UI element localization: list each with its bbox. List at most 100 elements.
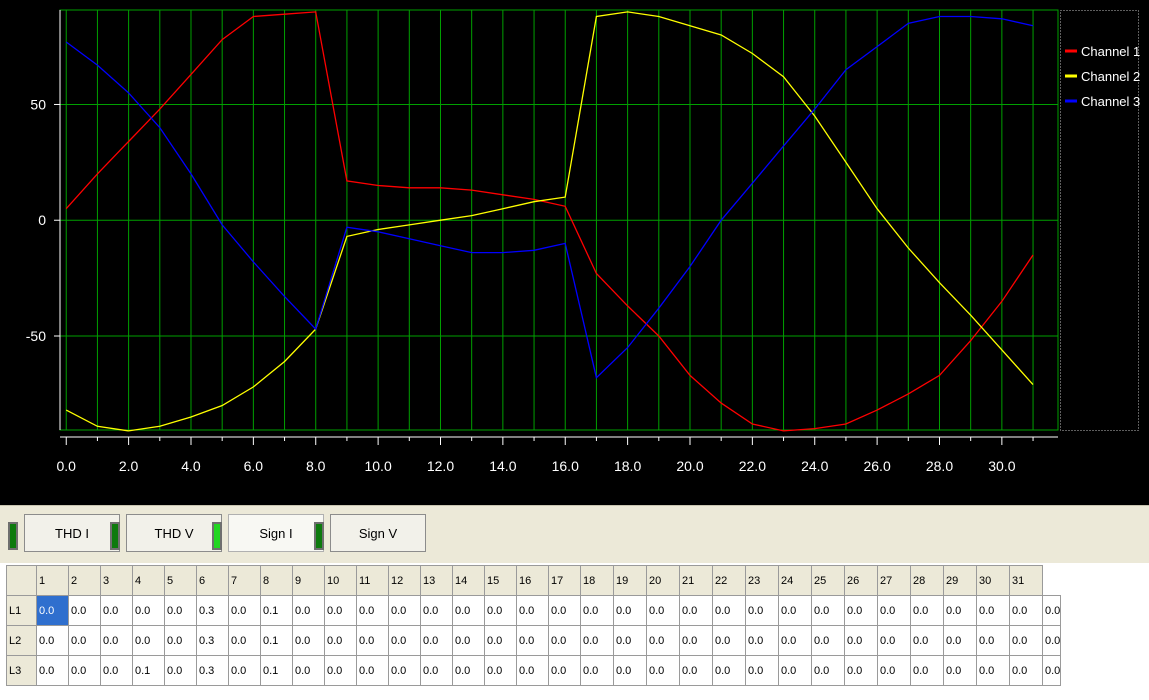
table-cell[interactable]: 0.0 <box>420 655 453 686</box>
table-cell[interactable]: 0.1 <box>260 595 293 626</box>
table-cell[interactable]: 0.0 <box>613 595 647 626</box>
table-cell[interactable]: 0.0 <box>1009 595 1043 626</box>
table-cell[interactable]: 0.0 <box>228 655 261 686</box>
table-cell[interactable]: 0.0 <box>613 625 647 656</box>
table-cell[interactable]: 0.0 <box>452 595 485 626</box>
table-cell[interactable]: 0.0 <box>976 595 1010 626</box>
table-cell[interactable]: 0.0 <box>811 625 845 656</box>
table-cell[interactable]: 0.0 <box>420 595 453 626</box>
table-cell[interactable]: 0.0 <box>877 595 911 626</box>
table-cell[interactable]: 0.0 <box>356 595 389 626</box>
table-cell[interactable]: 0.0 <box>484 595 517 626</box>
table-cell[interactable]: 0.0 <box>516 655 549 686</box>
table-cell[interactable]: 0.0 <box>164 625 197 656</box>
table-cell[interactable]: 0.0 <box>943 625 977 656</box>
table-cell[interactable]: 0.0 <box>613 655 647 686</box>
table-cell[interactable]: 0.0 <box>36 595 69 626</box>
table-cell[interactable]: 0.0 <box>388 595 421 626</box>
table-cell[interactable]: 0.1 <box>260 655 293 686</box>
table-cell[interactable]: 0.0 <box>1009 655 1043 686</box>
table-cell[interactable]: 0.0 <box>420 625 453 656</box>
table-cell[interactable]: 0.0 <box>100 595 133 626</box>
table-cell[interactable]: 0.0 <box>910 595 944 626</box>
table-cell[interactable]: 0.0 <box>228 625 261 656</box>
table-cell[interactable]: 0.0 <box>646 625 680 656</box>
table-cell[interactable]: 0.0 <box>36 655 69 686</box>
table-cell[interactable]: 0.0 <box>910 625 944 656</box>
table-cell[interactable]: 0.0 <box>745 595 779 626</box>
table-cell[interactable]: 0.0 <box>356 625 389 656</box>
table-cell[interactable]: 0.0 <box>388 625 421 656</box>
table-cell[interactable]: 0.0 <box>679 595 713 626</box>
table-cell[interactable]: 0.0 <box>745 625 779 656</box>
table-cell[interactable]: 0.0 <box>778 625 812 656</box>
table-cell[interactable]: 0.0 <box>324 595 357 626</box>
table-cell[interactable]: 0.0 <box>292 625 325 656</box>
table-cell[interactable]: 0.1 <box>132 655 165 686</box>
table-cell[interactable]: 0.3 <box>196 655 229 686</box>
table-cell[interactable]: 0.0 <box>943 595 977 626</box>
sign-v-button[interactable]: Sign V <box>330 514 426 552</box>
table-cell[interactable]: 0.0 <box>1009 625 1043 656</box>
table-cell[interactable]: 0.0 <box>679 625 713 656</box>
table-cell[interactable]: 0.0 <box>484 625 517 656</box>
table-cell[interactable]: 0.0 <box>324 655 357 686</box>
table-cell[interactable]: 0.0 <box>100 625 133 656</box>
table-cell[interactable]: 0.0 <box>292 595 325 626</box>
table-cell[interactable]: 0.0 <box>228 595 261 626</box>
table-cell[interactable]: 0.0 <box>356 655 389 686</box>
table-cell[interactable]: 0.0 <box>292 655 325 686</box>
table-cell[interactable]: 0.0 <box>844 595 878 626</box>
table-cell[interactable]: 0.0 <box>844 625 878 656</box>
table-cell[interactable]: 0.0 <box>548 595 581 626</box>
table-cell[interactable]: 0.0 <box>100 655 133 686</box>
table-cell[interactable]: 0.0 <box>778 595 812 626</box>
table-cell[interactable]: 0.3 <box>196 625 229 656</box>
thd-i-button[interactable]: THD I <box>24 514 120 552</box>
table-cell[interactable]: 0.0 <box>745 655 779 686</box>
table-cell[interactable]: 0.0 <box>324 625 357 656</box>
table-cell[interactable]: 0.0 <box>68 655 101 686</box>
table-cell[interactable]: 0.0 <box>1041 595 1062 626</box>
table-cell[interactable]: 0.0 <box>36 625 69 656</box>
table-cell[interactable]: 0.0 <box>943 655 977 686</box>
table-cell[interactable]: 0.0 <box>388 655 421 686</box>
table-cell[interactable]: 0.0 <box>164 595 197 626</box>
table-cell[interactable]: 0.0 <box>910 655 944 686</box>
table-cell[interactable]: 0.1 <box>260 625 293 656</box>
table-cell[interactable]: 0.0 <box>580 595 614 626</box>
table-cell[interactable]: 0.0 <box>548 655 581 686</box>
table-cell[interactable]: 0.0 <box>712 595 746 626</box>
thd-v-button[interactable]: THD V <box>126 514 222 552</box>
table-cell[interactable]: 0.3 <box>196 595 229 626</box>
table-cell[interactable]: 0.0 <box>484 655 517 686</box>
table-cell[interactable]: 0.0 <box>646 595 680 626</box>
table-cell[interactable]: 0.0 <box>132 595 165 626</box>
table-cell[interactable]: 0.0 <box>646 655 680 686</box>
table-cell[interactable]: 0.0 <box>516 625 549 656</box>
table-cell[interactable]: 0.0 <box>580 625 614 656</box>
table-cell[interactable]: 0.0 <box>516 595 549 626</box>
table-cell[interactable]: 0.0 <box>548 625 581 656</box>
sign-i-button[interactable]: Sign I <box>228 514 324 552</box>
table-cell[interactable]: 0.0 <box>580 655 614 686</box>
table-cell[interactable]: 0.0 <box>712 655 746 686</box>
table-cell[interactable]: 0.0 <box>1041 655 1062 686</box>
table-cell[interactable]: 0.0 <box>976 655 1010 686</box>
table-cell[interactable]: 0.0 <box>68 595 101 626</box>
table-cell[interactable]: 0.0 <box>679 655 713 686</box>
table-cell[interactable]: 0.0 <box>452 655 485 686</box>
table-cell[interactable]: 0.0 <box>132 625 165 656</box>
table-cell[interactable]: 0.0 <box>712 625 746 656</box>
table-cell[interactable]: 0.0 <box>844 655 878 686</box>
table-cell[interactable]: 0.0 <box>811 655 845 686</box>
table-cell[interactable]: 0.0 <box>877 655 911 686</box>
table-cell[interactable]: 0.0 <box>976 625 1010 656</box>
table-cell[interactable]: 0.0 <box>452 625 485 656</box>
table-cell[interactable]: 0.0 <box>877 625 911 656</box>
table-cell[interactable]: 0.0 <box>1041 625 1062 656</box>
table-cell[interactable]: 0.0 <box>811 595 845 626</box>
table-cell[interactable]: 0.0 <box>778 655 812 686</box>
table-cell[interactable]: 0.0 <box>68 625 101 656</box>
table-cell[interactable]: 0.0 <box>164 655 197 686</box>
